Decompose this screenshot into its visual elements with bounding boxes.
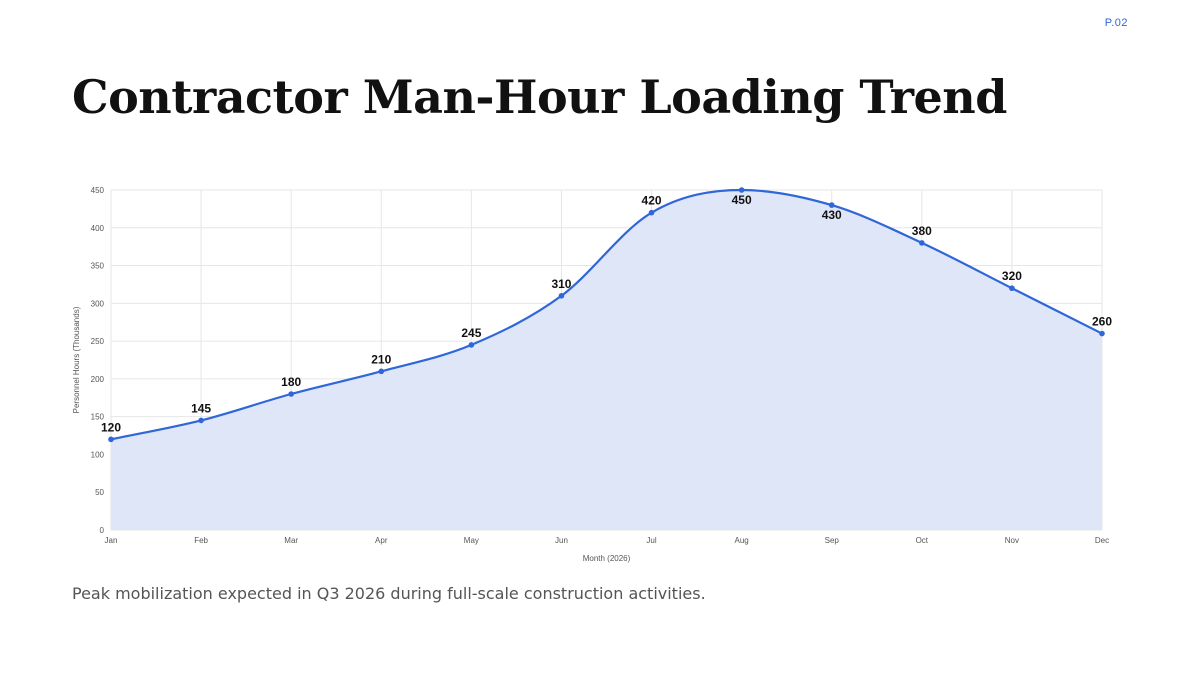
data-point-nov: [1009, 285, 1015, 292]
data-point-sep: [828, 202, 835, 208]
data-label-feb: 145: [191, 401, 211, 415]
data-label-jun: 310: [551, 277, 571, 291]
y-tick-label: 150: [91, 413, 105, 422]
y-tick-label: 100: [91, 450, 105, 459]
x-tick-label: Apr: [375, 536, 388, 545]
y-tick-label: 200: [91, 375, 105, 384]
data-point-jun: [558, 292, 565, 299]
chart-caption: Peak mobilization expected in Q3 2026 du…: [72, 584, 706, 603]
data-point-apr: [378, 368, 385, 375]
x-tick-label: Feb: [194, 536, 208, 545]
x-axis-title: Month (2026): [583, 554, 631, 563]
y-tick-label: 0: [100, 526, 105, 535]
data-label-sep: 430: [822, 208, 842, 222]
y-tick-label: 450: [91, 186, 105, 195]
data-point-dec: [1099, 330, 1105, 337]
x-tick-label: Sep: [825, 536, 840, 545]
y-axis-ticks: 0 50 100 150 200 250 300 350 400 450: [91, 186, 105, 535]
x-tick-label: Mar: [284, 536, 298, 545]
x-tick-label: Aug: [735, 536, 749, 545]
x-tick-label: Nov: [1005, 536, 1019, 545]
data-label-dec: 260: [1092, 315, 1112, 329]
y-tick-label: 350: [91, 262, 105, 271]
x-tick-label: May: [464, 536, 479, 545]
y-axis-title: Personnel Hours (Thousands): [72, 306, 81, 413]
data-point-feb: [198, 417, 204, 424]
x-tick-label: Oct: [916, 536, 929, 545]
data-point-mar: [288, 391, 294, 397]
data-point-jul: [648, 209, 655, 216]
data-labels: 120 145 180 210 245 310 420 450 430 380 320 260: [101, 193, 1112, 434]
data-point-jan: [108, 436, 114, 443]
area-chart: 120 145 180 210 245 310 420 450 430 380 320 260 0 50…: [72, 186, 1112, 563]
data-label-apr: 210: [371, 352, 391, 366]
data-point-oct: [919, 240, 925, 246]
area-fill: [111, 190, 1102, 530]
y-tick-label: 250: [91, 337, 105, 346]
data-point-aug: [738, 187, 745, 193]
chart-container: 120 145 180 210 245 310 420 450 430 380 320 260 0 50…: [60, 178, 1130, 570]
data-label-aug: 450: [732, 193, 752, 207]
page-title: Contractor Man-Hour Loading Trend: [72, 70, 1007, 124]
data-label-oct: 380: [912, 224, 932, 238]
x-tick-label: Jan: [105, 536, 118, 545]
y-tick-label: 400: [91, 224, 105, 233]
x-tick-label: Jun: [555, 536, 568, 545]
y-tick-label: 300: [91, 299, 105, 308]
data-label-may: 245: [461, 326, 481, 340]
y-tick-label: 50: [95, 488, 104, 497]
data-label-jan: 120: [101, 420, 121, 434]
data-label-mar: 180: [281, 375, 301, 389]
x-axis-ticks: Jan Feb Mar Apr May Jun Jul Aug Sep Oct Nov Dec: [105, 536, 1110, 545]
data-label-nov: 320: [1002, 269, 1022, 283]
x-tick-label: Dec: [1095, 536, 1109, 545]
page-number: P.02: [1104, 17, 1128, 29]
data-label-jul: 420: [642, 194, 662, 208]
data-point-may: [468, 342, 475, 348]
data-points: [108, 187, 1105, 443]
x-tick-label: Jul: [646, 536, 656, 545]
